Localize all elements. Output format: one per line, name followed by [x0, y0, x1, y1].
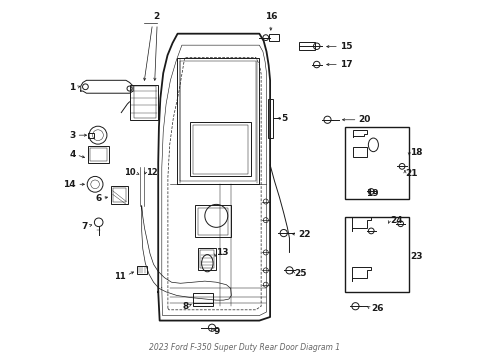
Text: 14: 14	[63, 180, 76, 189]
Bar	[193, 293, 213, 306]
Bar	[88, 133, 95, 138]
Text: 9: 9	[214, 327, 220, 336]
Text: 5: 5	[281, 114, 287, 123]
Text: 26: 26	[371, 304, 384, 313]
Bar	[197, 208, 228, 234]
Text: 25: 25	[294, 269, 307, 278]
Text: 2023 Ford F-350 Super Duty Rear Door Diagram 1: 2023 Ford F-350 Super Duty Rear Door Dia…	[149, 343, 341, 352]
Bar	[270, 35, 279, 41]
Text: 23: 23	[410, 252, 422, 261]
Text: 19: 19	[366, 189, 379, 198]
Bar	[353, 147, 367, 157]
Bar	[129, 85, 158, 120]
Text: 1: 1	[70, 83, 76, 92]
Text: 11: 11	[114, 271, 126, 280]
Text: 7: 7	[81, 222, 88, 231]
Text: 3: 3	[70, 131, 76, 140]
Bar	[111, 186, 128, 204]
Bar	[88, 145, 109, 163]
Bar	[195, 205, 231, 237]
Text: 2: 2	[153, 13, 159, 22]
Text: 15: 15	[340, 42, 352, 51]
Text: 10: 10	[123, 168, 135, 177]
Text: 24: 24	[390, 216, 403, 225]
Bar	[200, 250, 214, 268]
Text: 22: 22	[298, 230, 311, 239]
Text: 16: 16	[265, 13, 277, 22]
Text: 12: 12	[146, 168, 158, 177]
Text: 4: 4	[70, 150, 76, 159]
Text: 8: 8	[182, 302, 188, 311]
Text: 18: 18	[410, 148, 422, 157]
Bar	[194, 125, 248, 174]
Bar	[197, 248, 216, 270]
Text: 17: 17	[340, 60, 352, 69]
Bar	[344, 217, 409, 292]
Text: 21: 21	[406, 169, 418, 178]
Text: 6: 6	[96, 194, 101, 203]
Text: 20: 20	[358, 115, 371, 124]
Bar	[269, 99, 273, 138]
Bar	[299, 42, 315, 50]
Bar	[344, 127, 409, 199]
Bar	[113, 188, 126, 202]
Text: 13: 13	[216, 248, 228, 257]
Bar	[134, 86, 156, 118]
Bar	[137, 266, 147, 274]
Bar	[191, 122, 251, 176]
Bar	[90, 148, 107, 161]
